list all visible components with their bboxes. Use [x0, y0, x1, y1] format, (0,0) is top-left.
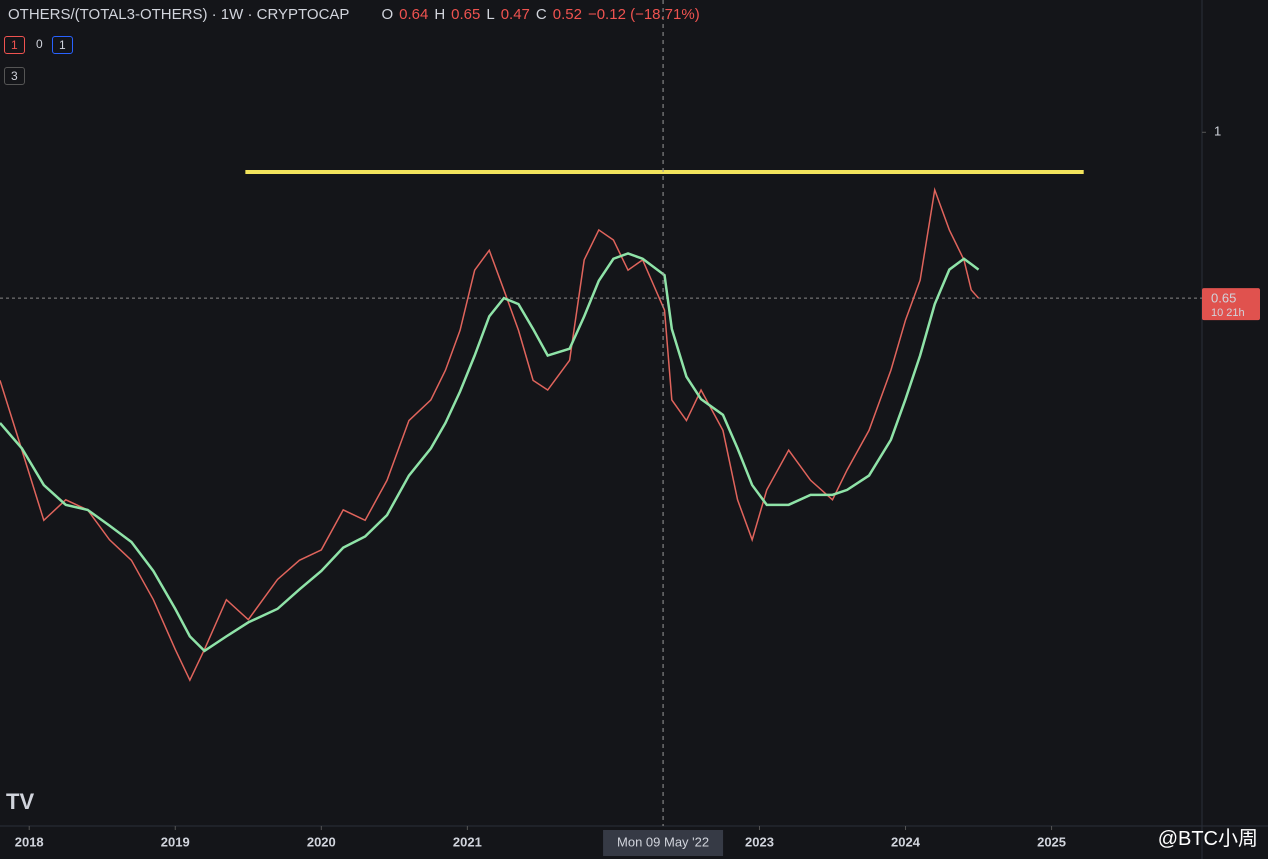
low: 0.47 — [500, 6, 530, 23]
price-label-bg — [1202, 288, 1260, 321]
x-tick-label: 2024 — [891, 834, 921, 849]
x-tick-label: 2020 — [307, 834, 336, 849]
l-label: L — [486, 6, 495, 23]
crosshair-label-bg — [603, 830, 724, 856]
series-line — [0, 252, 980, 653]
legend-header: OTHERS/(TOTAL3-OTHERS) · 1W · CRYPTOCAP … — [8, 6, 700, 23]
change: −0.12 (−18.71%) — [587, 6, 700, 23]
x-tick-label: 2025 — [1037, 834, 1066, 849]
o-label: O — [381, 6, 394, 23]
symbol: OTHERS/(TOTAL3-OTHERS) · 1W · CRYPTOCAP — [8, 6, 350, 23]
countdown: 10 21h — [1211, 307, 1245, 319]
price-label: 0.65 — [1211, 291, 1236, 306]
open: 0.64 — [399, 6, 429, 23]
series-line — [0, 186, 980, 682]
close: 0.52 — [552, 6, 582, 23]
x-tick-label: 2021 — [453, 834, 482, 849]
badge: 0 — [36, 37, 43, 51]
crosshair-label: Mon 09 May '22 — [617, 834, 709, 849]
high: 0.65 — [451, 6, 481, 23]
price-axis — [1202, 0, 1268, 859]
x-tick-label: 2019 — [161, 834, 190, 849]
badge[interactable]: 1 — [52, 36, 73, 54]
y-tick-label: 1 — [1214, 124, 1221, 139]
badge[interactable]: 1 — [4, 36, 25, 54]
collapse-badge[interactable]: 3 — [4, 67, 25, 85]
x-tick-label: 2018 — [15, 834, 44, 849]
h-label: H — [434, 6, 446, 23]
x-tick-label: 2023 — [745, 834, 774, 849]
c-label: C — [535, 6, 547, 23]
tv-logo: TV — [6, 789, 34, 814]
watermark: @BTC小周 — [1157, 828, 1258, 850]
